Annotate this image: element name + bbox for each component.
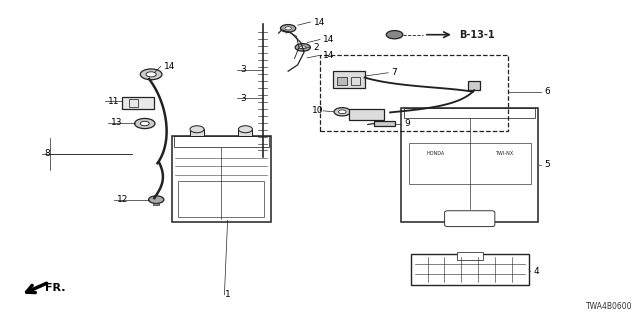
Circle shape [334, 108, 351, 116]
Text: 3: 3 [241, 94, 246, 103]
Text: 10: 10 [312, 106, 323, 115]
Circle shape [140, 121, 149, 126]
Bar [129, 99, 138, 107]
Circle shape [146, 72, 156, 77]
Text: 5: 5 [544, 160, 550, 169]
Bar [468, 81, 480, 90]
FancyBboxPatch shape [445, 211, 495, 227]
Text: 9: 9 [404, 119, 410, 128]
Circle shape [140, 69, 162, 80]
Bar [457, 252, 483, 260]
Text: 14: 14 [314, 18, 325, 27]
Circle shape [387, 31, 403, 39]
Circle shape [239, 126, 252, 133]
Text: 13: 13 [111, 118, 122, 127]
Circle shape [339, 110, 346, 114]
Circle shape [148, 196, 164, 204]
Bar [333, 71, 365, 88]
Text: TWA4B0600: TWA4B0600 [586, 302, 632, 311]
Text: 1: 1 [225, 290, 230, 299]
Bar [173, 136, 269, 147]
Text: 2: 2 [314, 43, 319, 52]
Text: B-13-1: B-13-1 [459, 30, 495, 40]
Text: 6: 6 [544, 87, 550, 96]
Text: 14: 14 [164, 62, 175, 71]
Text: 7: 7 [392, 68, 397, 77]
Bar [409, 142, 531, 184]
Text: 12: 12 [117, 195, 129, 204]
Circle shape [190, 126, 204, 133]
Bar [153, 203, 159, 205]
Text: 4: 4 [534, 267, 539, 276]
Bar [320, 55, 508, 132]
Text: TWI-NX: TWI-NX [495, 151, 513, 156]
Bar [401, 108, 538, 222]
Bar [351, 77, 360, 85]
Circle shape [285, 27, 291, 30]
Bar [178, 181, 264, 217]
Circle shape [295, 44, 310, 51]
Bar [411, 254, 529, 284]
Bar [374, 121, 394, 126]
Text: 3: 3 [241, 65, 246, 74]
Bar [172, 136, 271, 222]
Bar [337, 77, 347, 85]
Bar [122, 97, 154, 109]
Bar [404, 108, 535, 118]
Text: 8: 8 [45, 149, 51, 158]
Text: 14: 14 [323, 35, 335, 44]
Circle shape [300, 46, 306, 49]
Text: FR.: FR. [45, 283, 65, 292]
Circle shape [134, 118, 155, 129]
Bar [190, 129, 204, 136]
Text: 14: 14 [323, 51, 335, 60]
Bar [349, 109, 384, 120]
Bar [239, 129, 252, 136]
Text: 11: 11 [108, 97, 120, 106]
Text: HONDA: HONDA [426, 151, 445, 156]
Circle shape [280, 25, 296, 32]
